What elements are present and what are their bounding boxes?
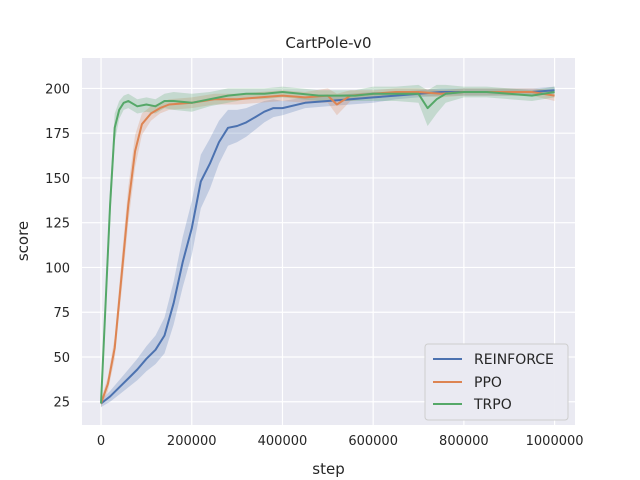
x-tick-label: 200000: [167, 434, 217, 449]
y-tick-label: 50: [53, 351, 70, 366]
legend-box: [424, 343, 569, 421]
x-tick-label: 400000: [258, 434, 308, 449]
line-trpo: [100, 91, 555, 404]
y-tick-label: 175: [45, 127, 70, 142]
y-tick-label: 125: [45, 217, 70, 232]
y-tick-label: 100: [45, 261, 70, 276]
x-axis-ticks: 0 200000 400000 600000 800000 1000000: [97, 434, 584, 449]
y-tick-label: 75: [53, 306, 70, 321]
y-tick-label: 25: [53, 396, 70, 411]
legend: REINFORCE PPO TRPO: [424, 343, 569, 421]
y-tick-label: 150: [45, 172, 70, 187]
x-axis-label: step: [312, 460, 344, 478]
x-tick-label: 600000: [348, 434, 398, 449]
y-axis-label: score: [14, 221, 32, 261]
x-tick-label: 0: [97, 434, 105, 449]
grid: [82, 58, 575, 425]
legend-label-reinforce: REINFORCE: [474, 352, 554, 368]
legend-label-ppo: PPO: [474, 375, 502, 391]
y-axis-ticks: 25 50 75 100 125 150 175 200: [45, 82, 70, 410]
x-tick-label: 800000: [439, 434, 489, 449]
legend-label-trpo: TRPO: [473, 397, 512, 413]
band-reinforce: [101, 86, 555, 408]
y-tick-label: 200: [45, 82, 70, 97]
x-tick-label: 1000000: [526, 434, 584, 449]
series-lines: [100, 89, 555, 405]
chart-title: CartPole-v0: [285, 34, 371, 52]
